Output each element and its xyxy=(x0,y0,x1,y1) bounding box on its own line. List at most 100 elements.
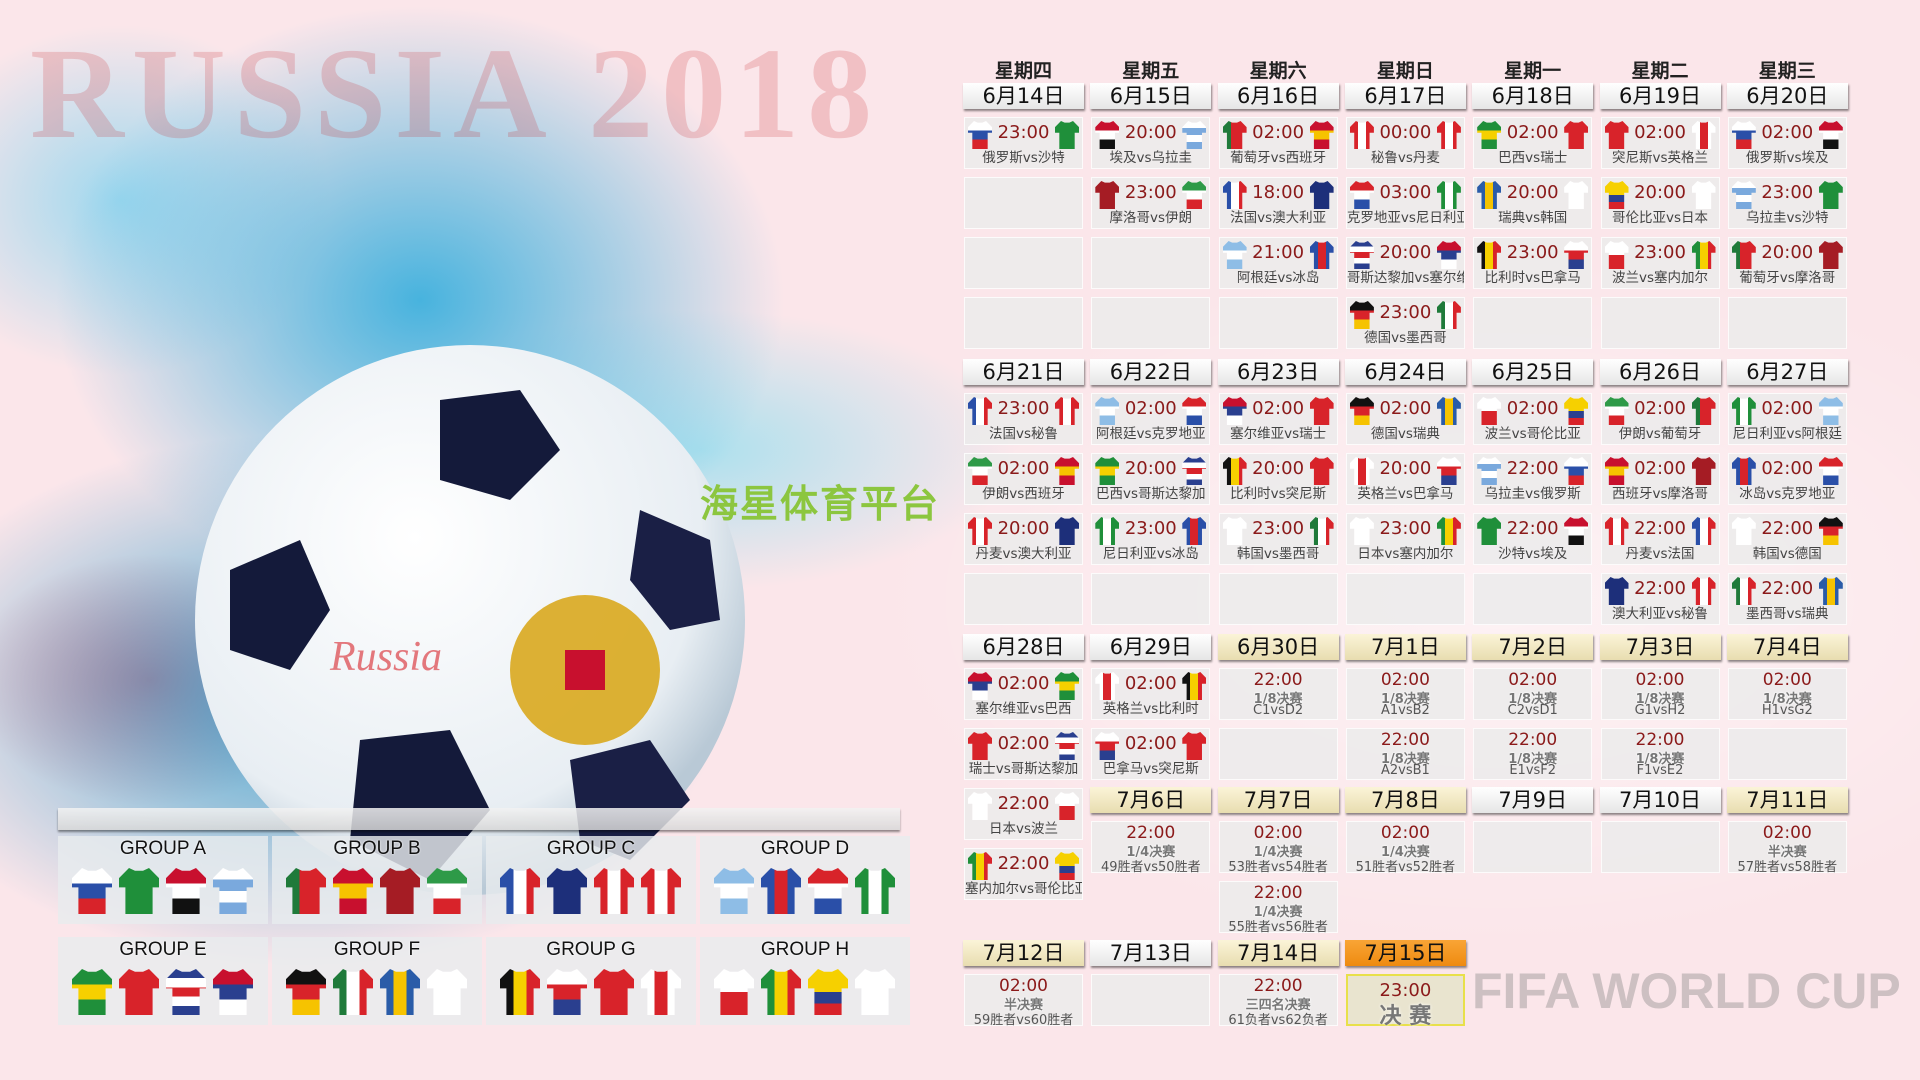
match-card[interactable]: 02:00 冰岛vs克罗地亚 xyxy=(1727,453,1847,505)
weekday-header: 星期日 xyxy=(1376,60,1434,82)
empty-slot xyxy=(1091,573,1211,625)
match-card[interactable]: 22:00 乌拉圭vs俄罗斯 xyxy=(1473,453,1593,505)
weekday-header: 星期四 xyxy=(994,60,1052,82)
match-card[interactable]: 23:00 比利时vs巴拿马 xyxy=(1473,237,1593,289)
match-stage: 半决赛 xyxy=(1003,998,1043,1013)
match-card[interactable]: 02:00 1/8决赛 A1vsB2 xyxy=(1345,668,1465,720)
jersey-巴拿马-icon xyxy=(547,969,587,1015)
match-card[interactable]: 21:00 阿根廷vs冰岛 xyxy=(1218,237,1338,289)
match-card[interactable]: 20:00 哥伦比亚vs日本 xyxy=(1600,177,1720,229)
match-card[interactable]: 20:00 埃及vs乌拉圭 xyxy=(1091,117,1211,169)
match-card[interactable]: 20:00 哥斯达黎加vs塞尔维亚 xyxy=(1345,237,1465,289)
match-card[interactable]: 23:00 俄罗斯vs沙特 xyxy=(964,117,1083,169)
match-card[interactable]: 20:00 丹麦vs澳大利亚 xyxy=(964,513,1083,565)
match-card[interactable]: 02:00 突尼斯vs英格兰 xyxy=(1600,117,1720,169)
group-name: GROUP C xyxy=(546,838,636,859)
match-card[interactable]: 23:00 乌拉圭vs沙特 xyxy=(1727,177,1847,229)
match-card[interactable]: 22:00 丹麦vs法国 xyxy=(1600,513,1720,565)
empty-slot xyxy=(1600,821,1720,873)
match-card[interactable]: 22:00 沙特vs埃及 xyxy=(1473,513,1593,565)
group-name: GROUP G xyxy=(546,939,636,960)
match-card[interactable]: 20:00 英格兰vs巴拿马 xyxy=(1345,453,1465,505)
match-card[interactable]: 22:00 1/4决赛 49胜者vs50胜者 xyxy=(1091,821,1211,875)
match-time: 23:00 xyxy=(1379,518,1432,539)
match-card[interactable]: 02:00 瑞士vs哥斯达黎加 xyxy=(964,728,1083,780)
match-card[interactable]: 02:00 半决赛 59胜者vs60胜者 xyxy=(964,974,1083,1028)
match-card[interactable]: 02:00 1/8决赛 G1vsH2 xyxy=(1600,668,1720,720)
match-teams: 俄罗斯vs沙特 xyxy=(982,150,1065,166)
match-card[interactable]: 00:00 秘鲁vs丹麦 xyxy=(1345,117,1465,169)
date-header: 6月15日 xyxy=(1090,83,1212,109)
match-card[interactable]: 22:00 1/8决赛 C1vsD2 xyxy=(1218,668,1338,720)
match-card[interactable]: 03:00 克罗地亚vs尼日利亚 xyxy=(1345,177,1465,229)
match-card[interactable]: 02:00 塞尔维亚vs瑞士 xyxy=(1218,393,1338,445)
match-time: 23:00 xyxy=(1252,518,1305,539)
empty-slot xyxy=(1218,297,1338,349)
match-card[interactable]: 02:00 葡萄牙vs西班牙 xyxy=(1218,117,1338,169)
groups-title-bar xyxy=(58,808,900,830)
match-card[interactable]: 18:00 法国vs澳大利亚 xyxy=(1218,177,1338,229)
match-card[interactable]: 22:00 1/8决赛 F1vsE2 xyxy=(1600,728,1720,780)
match-card[interactable]: 02:00 1/8决赛 C2vsD1 xyxy=(1473,668,1593,720)
jersey-克罗地亚-icon xyxy=(808,868,848,914)
match-card[interactable]: 20:00 巴西vs哥斯达黎加 xyxy=(1091,453,1211,505)
empty-slot xyxy=(1091,237,1211,289)
match-time: 23:00 xyxy=(1379,302,1432,323)
match-time: 02:00 xyxy=(1762,823,1812,843)
match-card[interactable]: 23:00 决 赛 xyxy=(1345,974,1465,1029)
match-card[interactable]: 22:00 1/8决赛 A2vsB1 xyxy=(1345,728,1465,780)
weekday-header: 星期六 xyxy=(1249,60,1307,82)
match-card[interactable]: 02:00 尼日利亚vs阿根廷 xyxy=(1727,393,1847,445)
match-card[interactable]: 22:00 韩国vs德国 xyxy=(1727,513,1847,565)
match-card[interactable]: 23:00 波兰vs塞内加尔 xyxy=(1600,237,1720,289)
match-card[interactable]: 20:00 瑞典vs韩国 xyxy=(1473,177,1593,229)
match-card[interactable]: 02:00 1/4决赛 51胜者vs52胜者 xyxy=(1345,821,1465,875)
jersey-冰岛-icon xyxy=(761,868,801,914)
match-teams: 丹麦vs澳大利亚 xyxy=(975,546,1072,562)
match-time: 02:00 xyxy=(997,673,1050,694)
match-teams: 哥伦比亚vs日本 xyxy=(1611,210,1709,226)
match-card[interactable]: 02:00 德国vs瑞典 xyxy=(1345,393,1465,445)
match-card[interactable]: 02:00 巴拿马vs突尼斯 xyxy=(1091,728,1211,780)
match-card[interactable]: 02:00 英格兰vs比利时 xyxy=(1091,668,1211,720)
match-time: 22:00 xyxy=(1508,730,1558,750)
match-card[interactable]: 23:00 德国vs墨西哥 xyxy=(1345,297,1465,349)
match-teams: 埃及vs乌拉圭 xyxy=(1109,150,1193,166)
match-card[interactable]: 02:00 伊朗vs葡萄牙 xyxy=(1600,393,1720,445)
match-card[interactable]: 20:00 比利时vs突尼斯 xyxy=(1218,453,1338,505)
date-header: 6月18日 xyxy=(1472,83,1594,109)
match-card[interactable]: 02:00 半决赛 57胜者vs58胜者 xyxy=(1727,821,1847,875)
match-time: 02:00 xyxy=(1124,673,1177,694)
match-card[interactable]: 23:00 摩洛哥vs伊朗 xyxy=(1091,177,1211,229)
match-card[interactable]: 02:00 俄罗斯vs埃及 xyxy=(1727,117,1847,169)
match-time: 02:00 xyxy=(1380,670,1430,690)
match-card[interactable]: 02:00 巴西vs瑞士 xyxy=(1473,117,1593,169)
match-teams: 尼日利亚vs冰岛 xyxy=(1102,546,1199,562)
match-card[interactable]: 22:00 塞内加尔vs哥伦比亚 xyxy=(964,848,1083,900)
match-card[interactable]: 22:00 1/8决赛 E1vsF2 xyxy=(1473,728,1593,780)
match-card[interactable]: 23:00 法国vs秘鲁 xyxy=(964,393,1083,445)
match-stage: 1/8决赛 xyxy=(1508,752,1558,767)
match-teams: 葡萄牙vs摩洛哥 xyxy=(1739,270,1836,286)
match-card[interactable]: 02:00 1/4决赛 53胜者vs54胜者 xyxy=(1218,821,1338,875)
date-header: 6月22日 xyxy=(1090,359,1212,385)
match-card[interactable]: 22:00 三四名决赛 61负者vs62负者 xyxy=(1218,974,1338,1028)
match-card[interactable]: 23:00 韩国vs墨西哥 xyxy=(1218,513,1338,565)
match-time: 02:00 xyxy=(1379,398,1432,419)
match-time: 02:00 xyxy=(1380,823,1430,843)
match-card[interactable]: 02:00 阿根廷vs克罗地亚 xyxy=(1091,393,1211,445)
match-card[interactable]: 22:00 墨西哥vs瑞典 xyxy=(1727,573,1847,625)
match-card[interactable]: 22:00 1/4决赛 55胜者vs56胜者 xyxy=(1218,881,1338,935)
jersey-塞内加尔-icon xyxy=(761,969,801,1015)
match-card[interactable]: 02:00 波兰vs哥伦比亚 xyxy=(1473,393,1593,445)
match-card[interactable]: 02:00 塞尔维亚vs巴西 xyxy=(964,668,1083,720)
match-card[interactable]: 22:00 日本vs波兰 xyxy=(964,788,1083,840)
match-card[interactable]: 23:00 尼日利亚vs冰岛 xyxy=(1091,513,1211,565)
match-card[interactable]: 02:00 西班牙vs摩洛哥 xyxy=(1600,453,1720,505)
match-card[interactable]: 02:00 1/8决赛 H1vsG2 xyxy=(1727,668,1847,720)
match-card[interactable]: 20:00 葡萄牙vs摩洛哥 xyxy=(1727,237,1847,289)
match-card[interactable]: 22:00 澳大利亚vs秘鲁 xyxy=(1600,573,1720,625)
match-card[interactable]: 02:00 伊朗vs西班牙 xyxy=(964,453,1083,505)
match-card[interactable]: 23:00 日本vs塞内加尔 xyxy=(1345,513,1465,565)
weekday-header: 星期三 xyxy=(1758,60,1816,82)
